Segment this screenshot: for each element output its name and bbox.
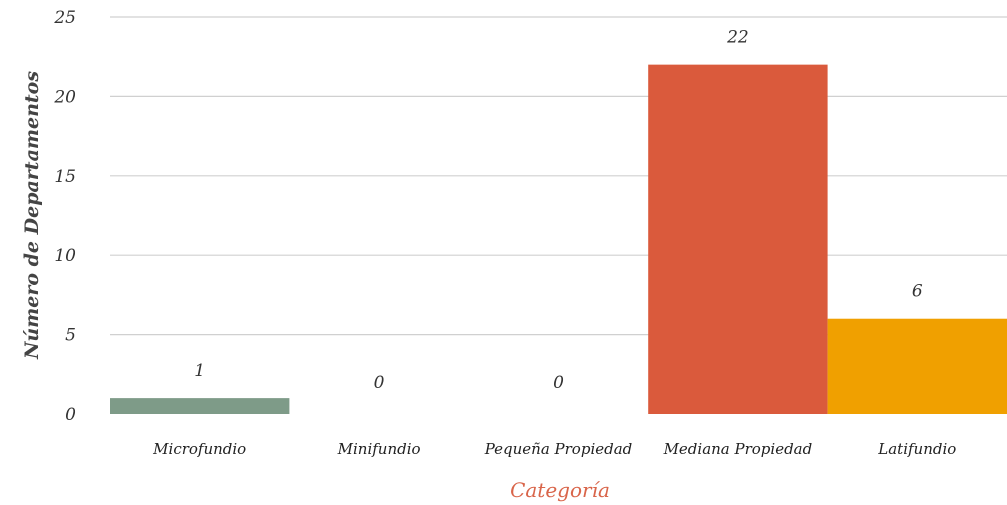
data-labels: 1 0 0 22 6 [194, 28, 923, 393]
bar [648, 64, 828, 414]
data-label: 1 [194, 361, 205, 381]
y-tick-label: 0 [65, 405, 76, 425]
data-label: 22 [726, 28, 749, 48]
x-axis-label: Categoría [510, 478, 610, 502]
y-axis-label: Número de Departamentos [21, 71, 43, 360]
y-tick-label: 25 [53, 8, 76, 28]
y-tick-label: 5 [65, 326, 76, 346]
data-label: 0 [553, 373, 564, 393]
x-tick-label: Latifundio [877, 440, 956, 458]
x-tick-label: Mediana Propiedad [663, 440, 813, 458]
gridlines [110, 16, 1007, 336]
y-axis-ticks: 0 5 10 15 20 25 [53, 8, 76, 425]
data-label: 0 [374, 373, 385, 393]
y-tick-label: 15 [54, 167, 76, 187]
x-tick-label: Minifundio [337, 440, 421, 458]
data-label: 6 [912, 282, 923, 302]
bar [827, 318, 1007, 414]
x-axis-ticks: Microfundio Minifundio Pequeña Propiedad Me… [152, 440, 956, 458]
bar [110, 398, 290, 414]
bars [110, 64, 1007, 414]
x-tick-label: Pequeña Propiedad [484, 440, 633, 458]
y-tick-label: 20 [53, 87, 76, 107]
y-tick-label: 10 [54, 246, 76, 266]
x-tick-label: Microfundio [152, 440, 246, 458]
